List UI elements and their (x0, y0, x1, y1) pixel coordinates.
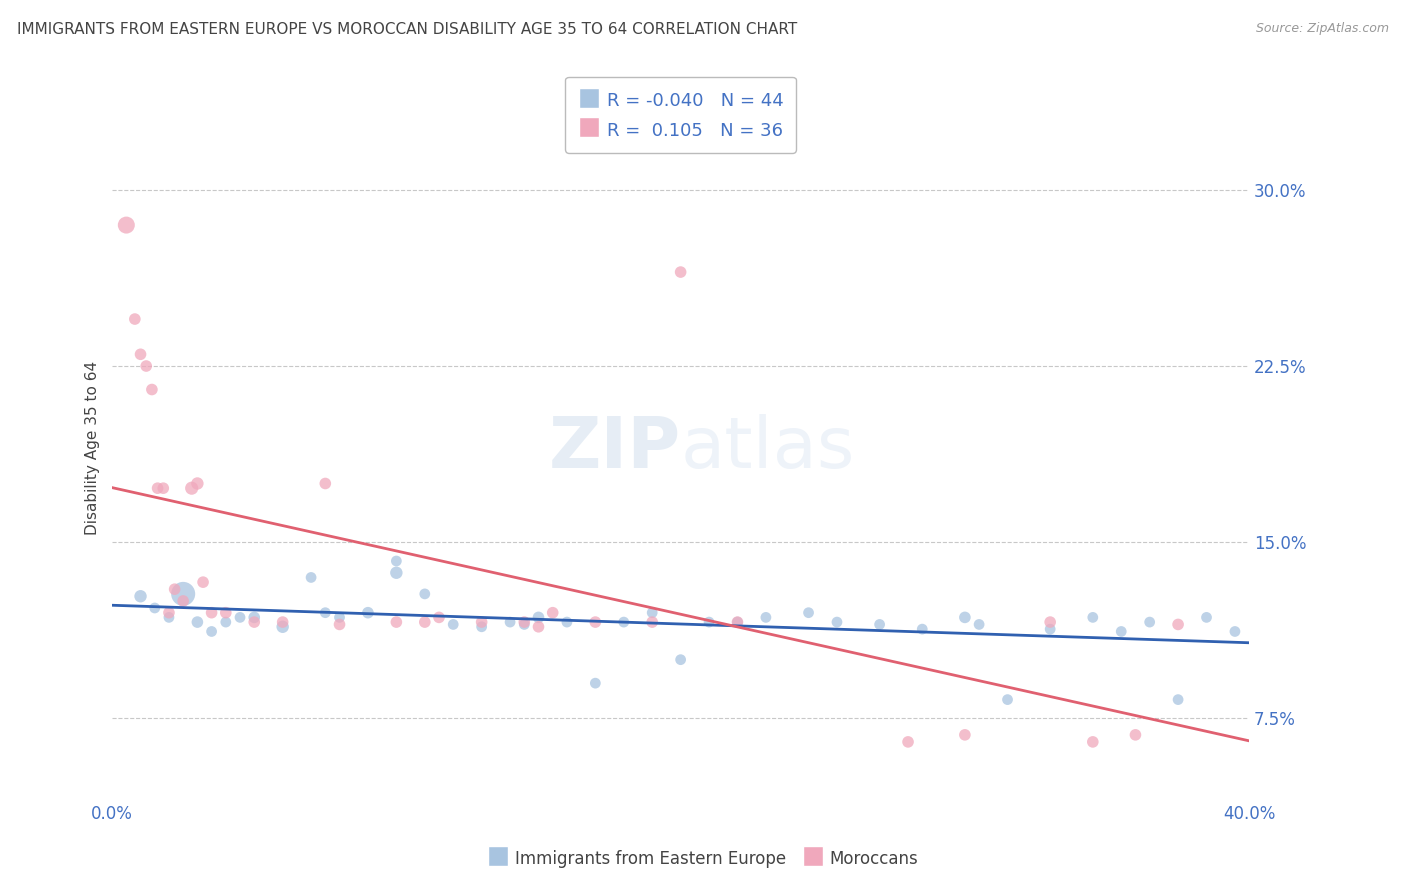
Point (755, 610, 778, 624)
Point (385, 566, 408, 580)
Point (555, 615, 578, 629)
Point (200, 624, 222, 639)
Point (583, 676, 606, 690)
Point (825, 615, 848, 629)
Point (141, 383, 163, 397)
Point (997, 692, 1019, 706)
Point (200, 606, 222, 620)
Point (541, 606, 564, 620)
Point (115, 218, 138, 232)
Point (1139, 615, 1161, 629)
Point (385, 554, 408, 568)
Point (135, 359, 157, 373)
Point (243, 615, 266, 629)
Point (299, 570, 322, 584)
Point (191, 575, 214, 590)
Point (157, 610, 180, 624)
Point (669, 653, 692, 667)
Point (413, 587, 436, 601)
Point (641, 615, 664, 629)
Point (129, 347, 152, 361)
Point (727, 615, 749, 629)
Point (513, 617, 536, 632)
Point (1223, 624, 1246, 639)
Point (669, 265, 692, 279)
Point (427, 610, 450, 624)
Point (1081, 735, 1104, 749)
Point (328, 610, 350, 624)
Point (186, 476, 208, 491)
Point (129, 589, 152, 603)
Point (641, 606, 664, 620)
Point (413, 615, 436, 629)
Point (172, 587, 194, 601)
Point (314, 606, 336, 620)
Point (1167, 617, 1189, 632)
Point (583, 615, 606, 629)
Point (441, 617, 464, 632)
Point (180, 481, 202, 495)
Point (613, 615, 636, 629)
Point (953, 610, 976, 624)
Point (143, 601, 166, 615)
Point (271, 615, 294, 629)
Point (1195, 610, 1218, 624)
Legend: R = -0.040   N = 44, R =  0.105   N = 36: R = -0.040 N = 44, R = 0.105 N = 36 (565, 77, 796, 153)
Point (146, 481, 169, 495)
Point (869, 617, 891, 632)
Point (471, 620, 494, 634)
Point (513, 615, 536, 629)
Text: ZIP: ZIP (548, 414, 681, 483)
Point (499, 615, 522, 629)
Point (527, 620, 550, 634)
Point (215, 615, 238, 629)
Point (797, 606, 820, 620)
Text: atlas: atlas (681, 414, 855, 483)
Point (527, 610, 550, 624)
Point (1125, 728, 1147, 742)
Point (727, 615, 749, 629)
Point (215, 606, 238, 620)
Point (314, 476, 336, 491)
Y-axis label: Disability Age 35 to 64: Disability Age 35 to 64 (86, 361, 100, 535)
Point (1081, 610, 1104, 624)
Point (1167, 692, 1189, 706)
Point (271, 620, 294, 634)
Legend: Immigrants from Eastern Europe, Moroccans: Immigrants from Eastern Europe, Moroccan… (481, 842, 925, 875)
Point (328, 617, 350, 632)
Point (911, 622, 934, 636)
Point (1109, 624, 1132, 639)
Point (897, 735, 920, 749)
Point (953, 728, 976, 742)
Point (697, 615, 720, 629)
Point (357, 606, 380, 620)
Point (152, 481, 174, 495)
Point (1039, 615, 1062, 629)
Point (229, 610, 252, 624)
Point (124, 312, 146, 326)
Point (172, 594, 194, 608)
Point (243, 610, 266, 624)
Text: IMMIGRANTS FROM EASTERN EUROPE VS MOROCCAN DISABILITY AGE 35 TO 64 CORRELATION C: IMMIGRANTS FROM EASTERN EUROPE VS MOROCC… (17, 22, 797, 37)
Point (471, 615, 494, 629)
Point (163, 582, 186, 597)
Text: Source: ZipAtlas.com: Source: ZipAtlas.com (1256, 22, 1389, 36)
Point (1039, 622, 1062, 636)
Point (385, 615, 408, 629)
Point (186, 615, 208, 629)
Point (157, 606, 180, 620)
Point (967, 617, 990, 632)
